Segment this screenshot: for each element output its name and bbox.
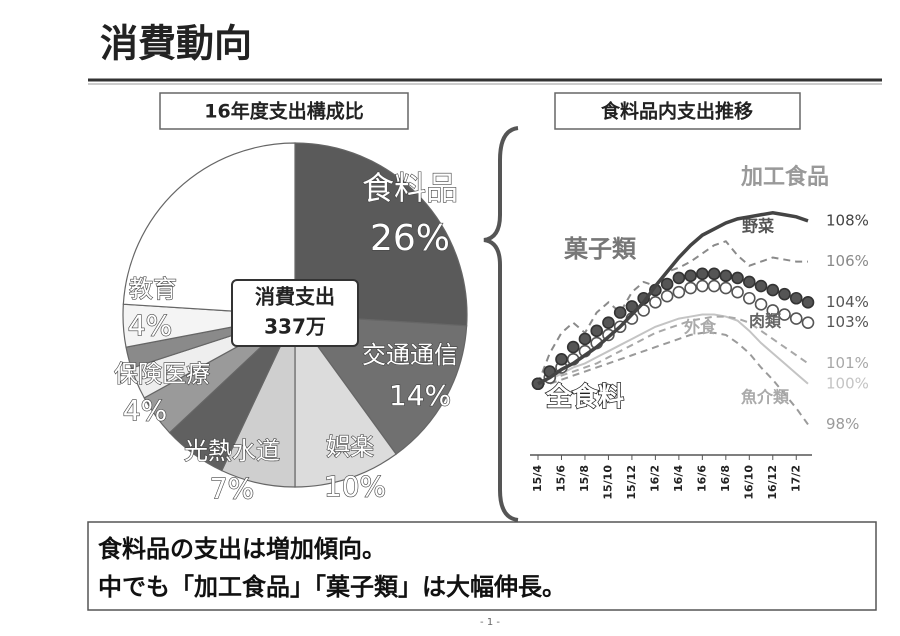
series-name: 加工食品 [740,164,829,190]
line-title: 食料品内支出推移 [601,100,753,123]
end-label: 106% [826,252,869,270]
data-point [684,281,697,295]
x-tick-label: 15/4 [531,465,544,492]
pie-slice [294,313,397,488]
end-label: 98% [826,415,859,433]
series-line [537,313,809,385]
pie-slice [122,142,296,316]
data-point [613,306,627,319]
slice-value: 4% [123,394,167,427]
x-tick-label: 17/2 [789,465,802,492]
data-point [778,308,791,321]
data-point [731,285,744,299]
data-point [719,281,733,295]
slice-label: 食料品 [362,169,458,207]
x-tick-label: 16/10 [742,465,755,500]
x-tick-label: 16/4 [672,465,685,492]
x-tick-label: 16/12 [766,465,779,500]
data-point [602,316,615,329]
slice-value: 10% [324,470,386,503]
data-point [754,298,768,311]
series-line [537,315,809,385]
slide-title: 消費動向 [100,22,252,66]
series-name: 全食料 [545,382,624,413]
center-box [231,279,359,347]
x-tick-label: 15/6 [554,465,567,492]
end-label: 100% [826,374,869,392]
x-tick-label: 15/8 [578,465,591,492]
data-point [660,277,674,291]
data-point [696,279,709,293]
slice-value: 7% [210,472,254,505]
series-name: 野菜 [742,217,774,236]
data-point [555,353,568,366]
end-label: 108% [826,211,869,229]
slice-value: 4% [128,309,172,342]
data-point [660,289,674,303]
data-point [743,275,756,289]
data-point [801,316,815,329]
center-label: 消費支出 [255,285,335,309]
x-tick-label: 16/8 [719,465,732,492]
series-line [537,210,809,386]
end-label: 101% [826,354,869,372]
data-point [766,283,780,297]
data-point [789,312,803,325]
data-point [684,269,697,283]
series-name: 外食 [683,318,717,337]
data-point [590,324,603,338]
x-tick-label: 16/6 [695,465,708,492]
data-point [801,296,815,309]
slice-label: 娯楽 [326,433,374,461]
series-line [537,240,808,385]
end-label: 104% [826,293,869,311]
data-point [578,332,592,346]
data-point [731,271,744,285]
pie-slice [293,314,468,455]
slice-value: 26% [370,218,450,259]
data-point [672,271,686,285]
page-number: - 1 - [480,617,500,628]
series-name: 菓子類 [563,235,637,263]
data-point [707,267,721,281]
data-point [766,304,780,317]
data-point [672,285,686,299]
data-point [707,279,721,293]
pie-title-box [159,92,409,130]
center-label: 337万 [264,315,326,339]
data-point [789,291,803,305]
x-tick-label: 16/2 [648,465,661,492]
slice-label: 保険医療 [114,360,210,388]
slice-label: 交通通信 [362,341,458,369]
end-label: 103% [826,313,869,331]
data-point [566,340,580,354]
data-point [719,269,733,283]
slice-label: 光熱水道 [184,437,280,465]
slice-value: 14% [389,379,451,412]
slice-label: 教育 [129,275,177,303]
data-point [696,267,709,281]
line-chart: 15/4 15/6 15/8 15/10 15/12 16/2 16/4 16/6 16/8 16… [530,164,869,500]
series-name: 魚介類 [741,388,790,407]
summary-line: 中でも「加工食品」「菓子類」は大幅伸長。 [98,573,566,601]
data-point [743,291,756,305]
series-name: 肉類 [749,312,782,331]
summary-line: 食料品の支出は増加傾向。 [98,535,386,563]
pie-chart: 食料品 26% 交通通信 14% 娯楽 10% 光熱水道 7% 保険医療 4% 教育 4% 消費支出 33… [113,142,468,506]
x-tick-label: 15/10 [601,465,614,500]
pie-title: 16年度支出構成比 [204,100,363,123]
data-point [649,296,662,309]
data-point [754,279,768,293]
summary-box [87,521,877,611]
line-title-box [554,92,801,130]
data-point [778,287,791,301]
x-tick-label: 15/12 [625,465,638,500]
brace [483,126,519,522]
